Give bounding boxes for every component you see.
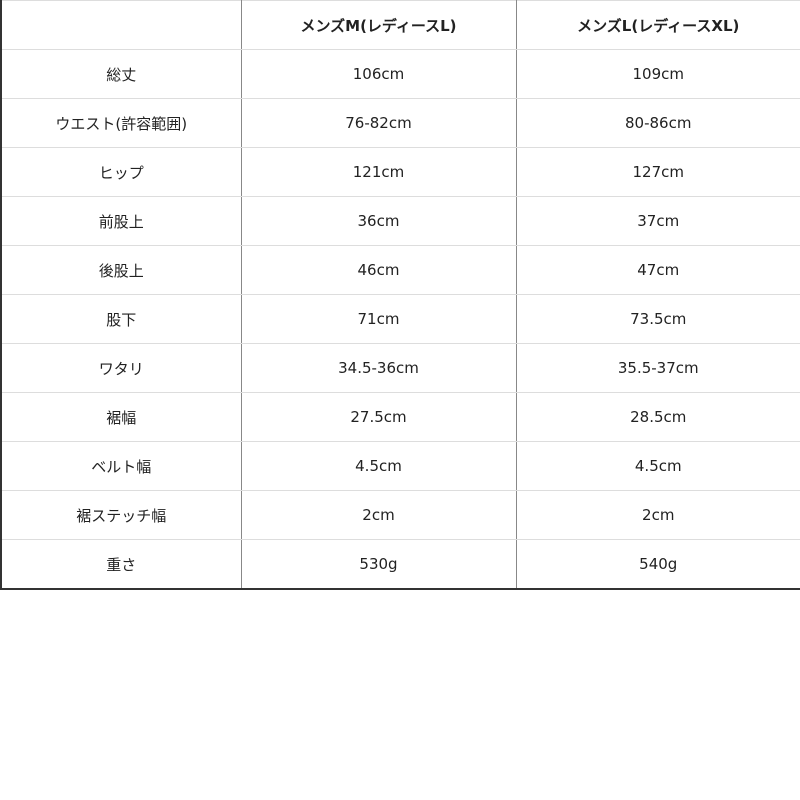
cell-value: 76-82cm <box>240 98 517 148</box>
row-hip: ヒップ 121cm 127cm <box>0 147 800 197</box>
cell-value: 127cm <box>515 147 800 197</box>
cell-value: 28.5cm <box>515 392 800 442</box>
row-waist: ウエスト(許容範囲) 76-82cm 80-86cm <box>0 98 800 148</box>
row-label: 後股上 <box>0 245 242 295</box>
cell-value: 109cm <box>515 49 800 99</box>
row-label: 裾ステッチ幅 <box>0 490 242 540</box>
header-blank <box>0 0 242 50</box>
row-label: ワタリ <box>0 343 242 393</box>
cell-value: 2cm <box>515 490 800 540</box>
cell-value: 106cm <box>240 49 517 99</box>
row-label: ヒップ <box>0 147 242 197</box>
cell-value: 71cm <box>240 294 517 344</box>
row-hem-width: 裾幅 27.5cm 28.5cm <box>0 392 800 442</box>
header-size-l: メンズL(レディースXL) <box>515 0 800 50</box>
header-row: メンズM(レディースL) メンズL(レディースXL) <box>0 0 800 50</box>
row-label: 総丈 <box>0 49 242 99</box>
cell-value: 36cm <box>240 196 517 246</box>
cell-value: 4.5cm <box>515 441 800 491</box>
row-label: 前股上 <box>0 196 242 246</box>
cell-value: 2cm <box>240 490 517 540</box>
row-label: ウエスト(許容範囲) <box>0 98 242 148</box>
cell-value: 27.5cm <box>240 392 517 442</box>
cell-value: 47cm <box>515 245 800 295</box>
row-belt-width: ベルト幅 4.5cm 4.5cm <box>0 441 800 491</box>
row-inseam: 股下 71cm 73.5cm <box>0 294 800 344</box>
row-label: 股下 <box>0 294 242 344</box>
cell-value: 73.5cm <box>515 294 800 344</box>
cell-value: 530g <box>240 539 517 590</box>
cell-value: 80-86cm <box>515 98 800 148</box>
cell-value: 34.5-36cm <box>240 343 517 393</box>
row-hem-stitch-width: 裾ステッチ幅 2cm 2cm <box>0 490 800 540</box>
row-label: ベルト幅 <box>0 441 242 491</box>
row-label: 重さ <box>0 539 242 590</box>
row-label: 裾幅 <box>0 392 242 442</box>
size-table: メンズM(レディースL) メンズL(レディースXL) 総丈 106cm 109cm ウ… <box>0 0 800 590</box>
cell-value: 4.5cm <box>240 441 517 491</box>
header-size-m: メンズM(レディースL) <box>240 0 517 50</box>
cell-value: 121cm <box>240 147 517 197</box>
cell-value: 37cm <box>515 196 800 246</box>
row-thigh: ワタリ 34.5-36cm 35.5-37cm <box>0 343 800 393</box>
cell-value: 540g <box>515 539 800 590</box>
cell-value: 35.5-37cm <box>515 343 800 393</box>
row-front-rise: 前股上 36cm 37cm <box>0 196 800 246</box>
row-total-length: 総丈 106cm 109cm <box>0 49 800 99</box>
row-back-rise: 後股上 46cm 47cm <box>0 245 800 295</box>
row-weight: 重さ 530g 540g <box>0 539 800 590</box>
cell-value: 46cm <box>240 245 517 295</box>
